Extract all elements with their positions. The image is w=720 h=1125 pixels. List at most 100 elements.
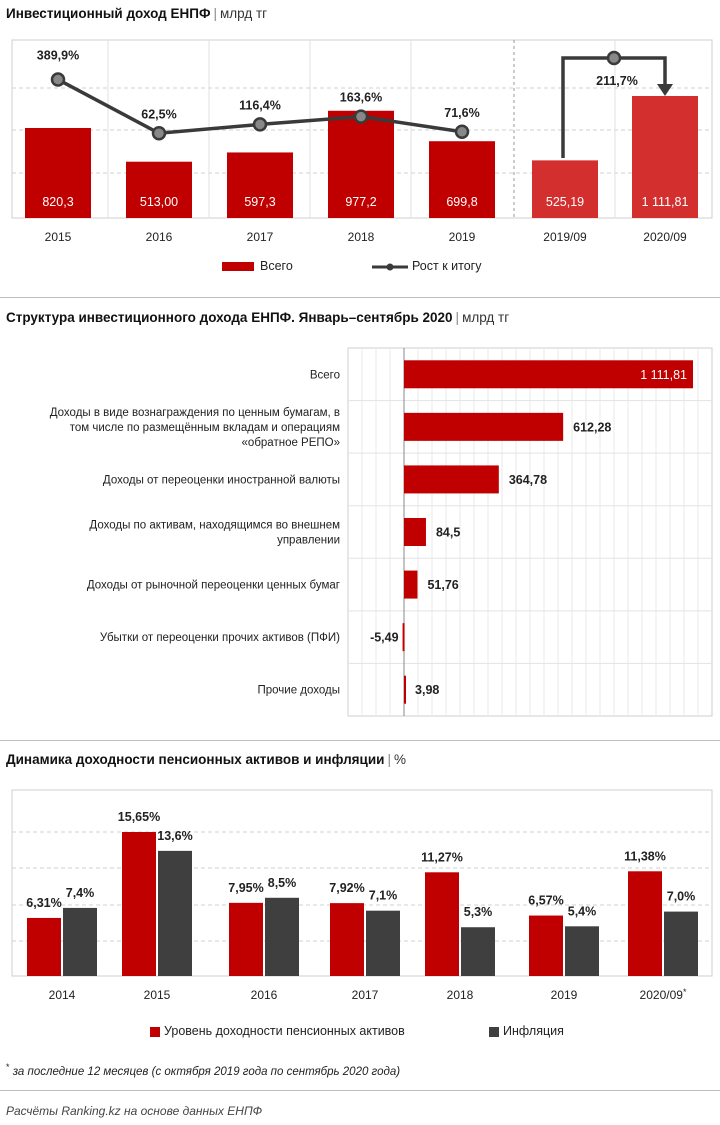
chart1-xtick-3: 2018 (348, 230, 375, 244)
legend-line-growth-icon (372, 263, 408, 271)
chart3-bar-yield-2016 (229, 902, 263, 976)
chart3-label-yield-5: 6,57% (528, 894, 563, 908)
chart1-growth-label-3: 163,6% (340, 91, 382, 105)
chart1-xtick-5: 2019/09 (543, 230, 587, 244)
chart3-xtick-3: 2017 (352, 988, 379, 1002)
chart3-bar-yield-2015 (122, 832, 156, 976)
divider-1 (0, 297, 720, 298)
chart3-title: Динамика доходности пенсионных активов и… (6, 752, 406, 767)
chart2-bar-3 (404, 518, 426, 546)
chart1-plot: 820,3 2015 513,00 2016 597,3 2017 977,2 2018 699… (11, 39, 713, 244)
chart1-title: Инвестиционный доход ЕНПФ | млрд тг (6, 6, 268, 21)
chart2-category-5-line-0: Убытки от переоценки прочих активов (ПФИ… (100, 632, 340, 644)
chart3-label-yield-0: 6,31% (26, 896, 61, 910)
chart1-bar-label-0: 820,3 (42, 195, 73, 209)
chart2-bar-label-4: 51,76 (427, 578, 458, 592)
chart1-xtick-6: 2020/09 (643, 230, 687, 244)
chart2-plot: 1 111,81 Всего 612,28 Доходы в виде вознагр… (50, 347, 713, 717)
chart1-bar-label-5: 525,19 (546, 195, 584, 209)
chart1-growth-label-1: 62,5% (141, 107, 176, 121)
chart2-category-0-line-0: Всего (310, 369, 340, 381)
chart2-bar-label-3: 84,5 (436, 526, 460, 540)
chart2-unit: млрд тг (462, 310, 510, 325)
chart3-bar-yield-2014 (27, 917, 61, 976)
chart3-bar-inflation-2019 (565, 926, 599, 976)
legend-swatch-yield (150, 1026, 160, 1037)
divider-2 (0, 740, 720, 741)
chart1-annotation-arrowhead (657, 84, 673, 96)
legend-swatch-inflation (489, 1026, 499, 1037)
chart3-label-yield-1: 15,65% (118, 810, 160, 824)
chart3-label-yield-4: 11,27% (421, 850, 463, 864)
legend-swatch-total (222, 262, 254, 272)
chart2-bar-2 (404, 465, 499, 494)
chart2-bar-1 (404, 412, 564, 441)
chart3-bar-yield-2017 (330, 903, 364, 976)
chart3-xtick-6: 2020/09* (640, 987, 687, 1002)
chart2-bar-6 (404, 675, 406, 704)
chart2-category-1-line-2: «обратное РЕПО» (242, 437, 340, 449)
chart2-bar-4 (404, 570, 418, 599)
chart1-bar-label-4: 699,8 (446, 195, 477, 209)
chart2-bar-5 (402, 623, 405, 652)
chart1-xtick-1: 2016 (146, 230, 173, 244)
chart3-bar-inflation-2017 (366, 910, 400, 976)
chart3-xtick-5: 2019 (551, 988, 578, 1002)
chart2-category-2-line-0: Доходы от переоценки иностранной валюты (103, 474, 340, 486)
chart1-growth-point-4 (454, 124, 470, 140)
chart1-bar-label-3: 977,2 (345, 195, 376, 209)
chart2-category-1-line-1: том числе по размещённым вкладам и опера… (70, 422, 340, 434)
divider-3 (0, 1090, 720, 1091)
chart3-label-inflation-6: 7,0% (667, 890, 696, 904)
chart3-bar-yield-2019 (529, 915, 563, 976)
chart3-xtick-4: 2018 (447, 988, 474, 1002)
chart2-category-3-line-0: Доходы по активам, находящимся во внешне… (89, 520, 340, 532)
chart3-xtick-1: 2015 (144, 988, 171, 1002)
chart2-bar-label-1: 612,28 (573, 420, 611, 434)
chart1-bar-2018 (328, 110, 394, 218)
chart3-plot: 6,31% 7,4% 2014 15,65% 13,6% 2015 7,95% 8,5% 201… (11, 789, 713, 1002)
chart1-unit: млрд тг (220, 6, 268, 21)
chart1-annotation-label: 211,7% (596, 74, 638, 88)
chart3-bar-inflation-2018 (461, 927, 495, 976)
chart2-bar-label-0: 1 111,81 (640, 368, 687, 382)
chart1-growth-label-2: 116,4% (239, 98, 281, 112)
chart3-label-yield-6: 11,38% (624, 849, 666, 863)
chart3-xtick-2: 2016 (251, 988, 278, 1002)
chart2-title: Структура инвестиционного дохода ЕНПФ. Я… (6, 310, 510, 325)
chart2-category-6-line-0: Прочие доходы (257, 685, 340, 697)
chart1-bar-label-2: 597,3 (244, 195, 275, 209)
chart1-bar-label-6: 1 111,81 (642, 195, 689, 209)
chart3-unit: % (393, 752, 406, 767)
chart2-bar-label-5: -5,49 (370, 631, 399, 645)
chart3-label-inflation-3: 7,1% (369, 889, 398, 903)
chart1-bar-2015 (25, 127, 91, 218)
chart3-legend-yield: Уровень доходности пенсионных активов (150, 1024, 405, 1038)
chart1-xtick-0: 2015 (45, 230, 72, 244)
chart1-growth-point-3 (353, 109, 369, 124)
chart3-label-yield-3: 7,92% (329, 881, 364, 895)
chart1-bar-2019 (429, 141, 495, 218)
chart1-growth-point-0 (50, 72, 66, 87)
chart2-bar-label-2: 364,78 (509, 473, 547, 487)
chart1-growth-point-2 (252, 117, 268, 132)
chart1-annotation-point (606, 50, 622, 66)
source-note: Расчёты Ranking.kz на основе данных ЕНПФ (6, 1104, 263, 1118)
chart3-label-inflation-2: 8,5% (268, 876, 297, 890)
chart2-category-1-line-0: Доходы в виде вознаграждения по ценным б… (50, 407, 340, 419)
chart2-category-4-line-0: Доходы от рыночной переоценки ценных бум… (87, 580, 340, 592)
chart3-bar-yield-2018 (425, 872, 459, 976)
chart1-growth-label-4: 71,6% (444, 106, 479, 120)
chart3-bar-inflation-2016 (265, 897, 299, 976)
chart2-bar-label-6: 3,98 (415, 683, 439, 697)
chart3-bar-yield-2020/09 (628, 871, 662, 976)
chart1-bar-2017 (227, 152, 293, 218)
chart3-xtick-0: 2014 (49, 988, 76, 1002)
chart1-bar-2019/09 (532, 160, 598, 218)
footnote: * за последние 12 месяцев (с октября 201… (6, 1062, 401, 1078)
chart3-bar-inflation-2014 (63, 907, 97, 976)
chart1-xtick-4: 2019 (449, 230, 476, 244)
chart1-growth-label-0: 389,9% (37, 49, 79, 63)
chart3-bar-inflation-2020/09 (664, 911, 698, 976)
chart3-label-inflation-4: 5,3% (464, 905, 493, 919)
